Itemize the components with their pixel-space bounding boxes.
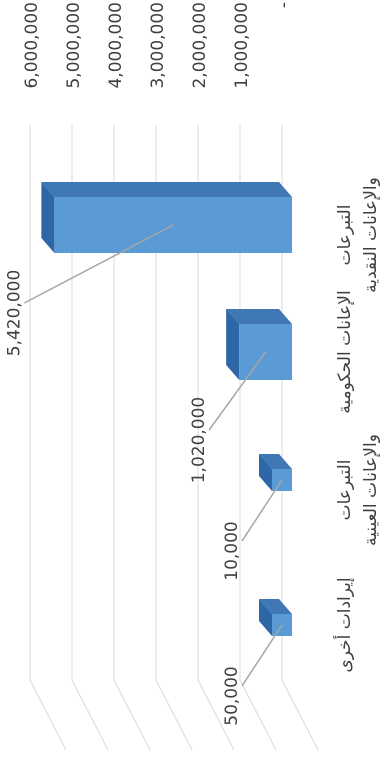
- data-label: 50,000: [222, 666, 242, 725]
- category-label: إيرادات أخرى: [333, 577, 355, 672]
- data-label-leader: [241, 624, 283, 687]
- gridline: [197, 125, 235, 751]
- value-tick-label: 1,000,000: [232, 2, 252, 89]
- data-label-leader: [24, 224, 174, 304]
- bar-top-face: [259, 599, 292, 614]
- bar-top-face: [259, 454, 292, 469]
- bar-top-face: [226, 309, 292, 324]
- data-label-leader: [241, 479, 283, 542]
- value-tick-label: 3,000,000: [148, 2, 168, 89]
- data-label: 5,420,000: [4, 270, 24, 357]
- bar-side-face: [226, 309, 240, 380]
- category-label: والإعانات العينية: [361, 434, 381, 546]
- gridline: [71, 125, 109, 751]
- gridline: [155, 125, 193, 751]
- bar-side-face: [259, 454, 272, 491]
- data-label: 1,020,000: [189, 397, 209, 484]
- data-label-leader: [208, 351, 267, 431]
- category-label: التبرعات: [335, 460, 355, 521]
- value-tick-label: 5,000,000: [64, 2, 84, 89]
- gridline: [29, 125, 67, 751]
- bar-side-face: [259, 599, 272, 636]
- bar-top-face: [41, 182, 292, 197]
- bar-side-face: [41, 182, 55, 253]
- category-label: والإعانات النقدية: [361, 177, 381, 293]
- gridline: [113, 125, 151, 751]
- category-label: التبرعات: [335, 205, 355, 266]
- category-label: الإعانات الحكومية: [335, 290, 355, 413]
- value-tick-label: 2,000,000: [190, 2, 210, 89]
- gridline: [281, 125, 319, 751]
- data-label: 10,000: [222, 521, 242, 580]
- value-tick-label: 6,000,000: [22, 2, 42, 89]
- value-tick-label: -: [274, 2, 294, 8]
- value-tick-label: 4,000,000: [106, 2, 126, 89]
- bar: [239, 324, 292, 380]
